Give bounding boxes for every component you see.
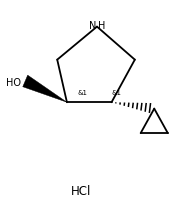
Text: H: H	[98, 21, 105, 30]
Text: HO: HO	[6, 78, 21, 88]
Text: &1: &1	[78, 90, 88, 96]
Polygon shape	[23, 75, 67, 102]
Text: N: N	[89, 21, 96, 30]
Text: HCl: HCl	[71, 185, 92, 198]
Text: &1: &1	[112, 90, 122, 96]
